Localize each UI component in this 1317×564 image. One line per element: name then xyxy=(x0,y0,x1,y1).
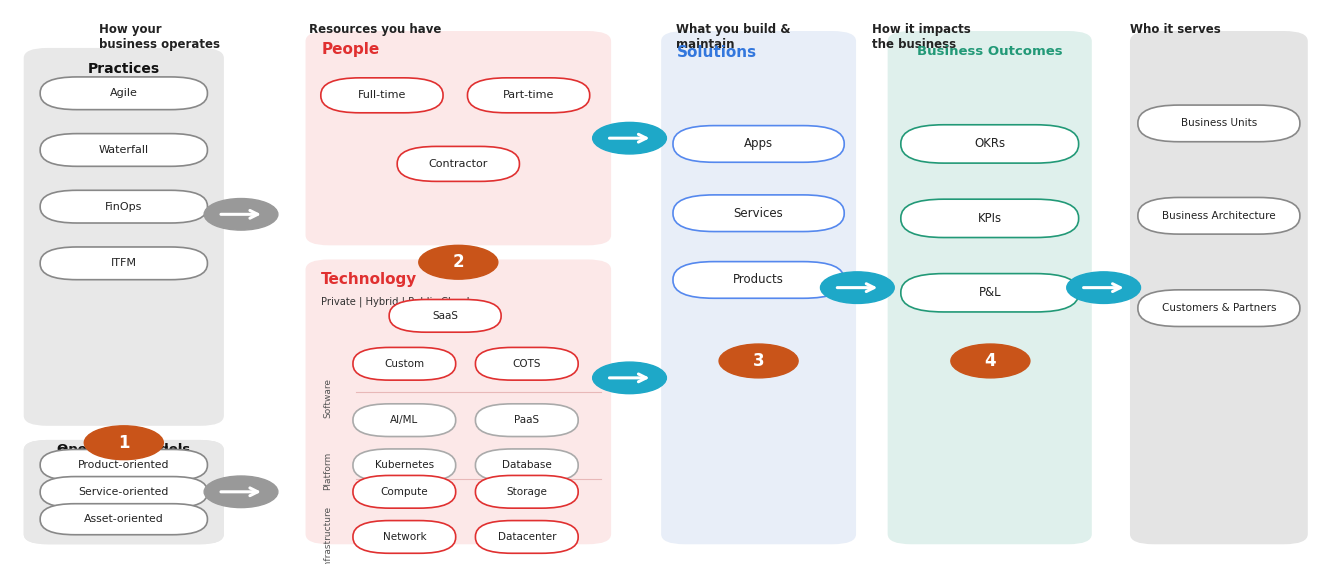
FancyBboxPatch shape xyxy=(475,475,578,508)
Text: Resources you have: Resources you have xyxy=(309,23,443,36)
FancyBboxPatch shape xyxy=(353,449,456,482)
Text: How your
business operates: How your business operates xyxy=(99,23,220,51)
FancyBboxPatch shape xyxy=(41,504,208,535)
FancyBboxPatch shape xyxy=(673,262,844,298)
Text: Who it serves: Who it serves xyxy=(1130,23,1221,36)
FancyBboxPatch shape xyxy=(468,78,590,113)
FancyBboxPatch shape xyxy=(673,126,844,162)
Text: SaaS: SaaS xyxy=(432,311,458,321)
Text: Customers & Partners: Customers & Partners xyxy=(1162,303,1276,313)
Text: 2: 2 xyxy=(453,253,464,271)
FancyBboxPatch shape xyxy=(24,440,224,544)
Circle shape xyxy=(419,245,498,279)
Circle shape xyxy=(593,362,666,394)
Text: Database: Database xyxy=(502,460,552,470)
FancyBboxPatch shape xyxy=(41,477,208,508)
FancyBboxPatch shape xyxy=(398,147,519,182)
FancyBboxPatch shape xyxy=(390,299,502,332)
FancyBboxPatch shape xyxy=(1138,197,1300,234)
FancyBboxPatch shape xyxy=(24,48,224,426)
FancyBboxPatch shape xyxy=(901,274,1079,312)
FancyBboxPatch shape xyxy=(353,404,456,437)
Text: Full-time: Full-time xyxy=(358,90,406,100)
Text: Contractor: Contractor xyxy=(428,159,489,169)
Text: Datacenter: Datacenter xyxy=(498,532,556,542)
Text: Infrastructure: Infrastructure xyxy=(324,506,332,564)
FancyBboxPatch shape xyxy=(475,347,578,380)
FancyBboxPatch shape xyxy=(41,247,208,280)
Text: 4: 4 xyxy=(985,352,996,370)
Text: Technology: Technology xyxy=(321,272,417,287)
Text: Platform: Platform xyxy=(324,452,332,490)
Circle shape xyxy=(593,122,666,154)
Text: Asset-oriented: Asset-oriented xyxy=(84,514,163,524)
Text: COTS: COTS xyxy=(512,359,541,369)
FancyBboxPatch shape xyxy=(475,404,578,437)
Text: Business Outcomes: Business Outcomes xyxy=(917,45,1063,58)
FancyBboxPatch shape xyxy=(901,199,1079,237)
Text: 1: 1 xyxy=(119,434,129,452)
Circle shape xyxy=(204,199,278,230)
Text: Custom: Custom xyxy=(385,359,424,369)
Text: Business Units: Business Units xyxy=(1181,118,1256,129)
Text: PaaS: PaaS xyxy=(514,415,540,425)
FancyBboxPatch shape xyxy=(41,77,208,109)
Text: 3: 3 xyxy=(753,352,764,370)
FancyBboxPatch shape xyxy=(41,134,208,166)
Text: Services: Services xyxy=(734,207,784,220)
FancyBboxPatch shape xyxy=(321,78,443,113)
FancyBboxPatch shape xyxy=(353,347,456,380)
Text: Business Architecture: Business Architecture xyxy=(1162,211,1276,221)
FancyBboxPatch shape xyxy=(353,521,456,553)
Text: Product-oriented: Product-oriented xyxy=(78,460,170,470)
FancyBboxPatch shape xyxy=(41,190,208,223)
FancyBboxPatch shape xyxy=(888,31,1092,544)
FancyBboxPatch shape xyxy=(1138,290,1300,327)
FancyBboxPatch shape xyxy=(41,450,208,481)
Text: ITFM: ITFM xyxy=(111,258,137,268)
Text: Software: Software xyxy=(324,378,332,417)
FancyBboxPatch shape xyxy=(661,31,856,544)
Text: Practices: Practices xyxy=(88,62,159,76)
Text: Part-time: Part-time xyxy=(503,90,554,100)
Text: Network: Network xyxy=(382,532,427,542)
Text: Kubernetes: Kubernetes xyxy=(375,460,433,470)
Text: Compute: Compute xyxy=(381,487,428,497)
Text: Operating Models: Operating Models xyxy=(57,443,191,456)
Text: Service-oriented: Service-oriented xyxy=(79,487,169,497)
Text: People: People xyxy=(321,42,379,58)
Text: P&L: P&L xyxy=(979,287,1001,299)
Text: Agile: Agile xyxy=(109,89,138,98)
Text: Solutions: Solutions xyxy=(677,45,757,60)
Text: Storage: Storage xyxy=(506,487,548,497)
FancyBboxPatch shape xyxy=(901,125,1079,163)
Text: KPIs: KPIs xyxy=(977,212,1002,225)
Text: Products: Products xyxy=(734,274,784,287)
Text: Waterfall: Waterfall xyxy=(99,145,149,155)
FancyBboxPatch shape xyxy=(306,31,611,245)
Text: OKRs: OKRs xyxy=(975,138,1005,151)
Circle shape xyxy=(84,426,163,460)
FancyBboxPatch shape xyxy=(475,449,578,482)
FancyBboxPatch shape xyxy=(1130,31,1308,544)
Circle shape xyxy=(719,344,798,378)
Text: AI/ML: AI/ML xyxy=(390,415,419,425)
Text: Apps: Apps xyxy=(744,138,773,151)
FancyBboxPatch shape xyxy=(673,195,844,232)
FancyBboxPatch shape xyxy=(475,521,578,553)
Text: What you build &
maintain: What you build & maintain xyxy=(676,23,790,51)
FancyBboxPatch shape xyxy=(1138,105,1300,142)
Circle shape xyxy=(1067,272,1141,303)
FancyBboxPatch shape xyxy=(306,259,611,544)
Circle shape xyxy=(204,476,278,508)
Text: How it impacts
the business: How it impacts the business xyxy=(872,23,971,51)
Circle shape xyxy=(820,272,894,303)
Text: FinOps: FinOps xyxy=(105,202,142,212)
Text: Private | Hybrid | Public Cloud: Private | Hybrid | Public Cloud xyxy=(321,296,470,307)
FancyBboxPatch shape xyxy=(24,440,224,544)
Text: Operating Models: Operating Models xyxy=(57,446,191,459)
FancyBboxPatch shape xyxy=(353,475,456,508)
Circle shape xyxy=(951,344,1030,378)
